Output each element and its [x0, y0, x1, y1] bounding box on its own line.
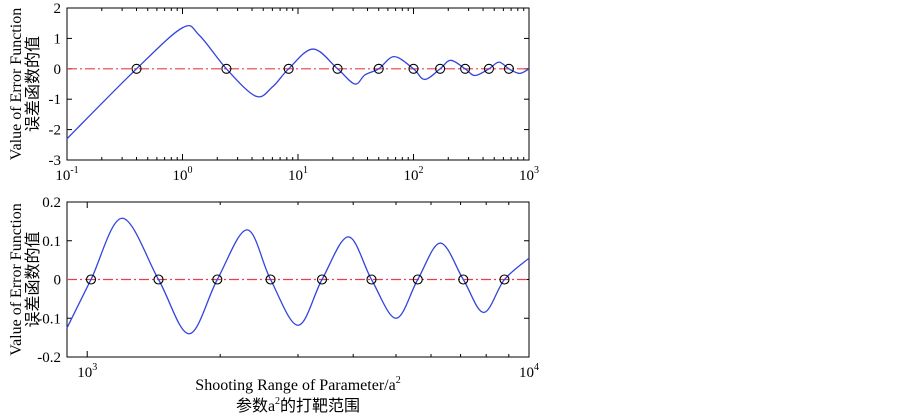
x-tick-exponent: 3: [92, 362, 97, 373]
plot-frame: [66, 7, 530, 161]
x-axis-title-sup: 2: [396, 375, 401, 386]
y-tick-label: 1: [54, 31, 62, 47]
zero-crossing-marker: [316, 274, 328, 285]
zero-crossing-marker: [373, 63, 384, 74]
y-tick-label: -0.1: [37, 311, 61, 327]
zero-crossing-marker: [499, 274, 510, 285]
y-axis-title-cn: 误差函数的值: [24, 231, 42, 327]
zero-crossing-marker: [483, 63, 494, 74]
y-tick-label: 0.2: [42, 195, 61, 211]
zero-crossing-marker: [131, 63, 142, 74]
zero-crossing-marker: [265, 274, 276, 285]
zero-crossing-marker: [503, 63, 514, 74]
x-axis-title-main: Shooting Range of Parameter/a: [195, 377, 395, 394]
zero-crossing-marker: [460, 63, 471, 74]
x-tick-base: 10: [77, 365, 92, 381]
zero-crossing-marker: [366, 274, 377, 285]
x-tick-base: 10: [288, 168, 303, 184]
x-tick-exponent: 2: [419, 165, 424, 176]
y-tick-label: -1: [49, 92, 62, 108]
x-axis-title-cn: 参数a2的打靶范围: [236, 396, 360, 415]
x-axis-title-cn-sup: 2: [275, 396, 280, 407]
zero-crossing-marker: [408, 63, 419, 74]
zero-crossing-marker: [212, 274, 223, 285]
y-tick-label: -3: [49, 153, 62, 169]
zero-crossing-marker: [332, 63, 343, 74]
x-tick-exponent: 0: [188, 165, 193, 176]
x-tick-label: 10-1: [55, 165, 78, 184]
x-tick-base: 10: [173, 168, 188, 184]
y-tick-label: -0.2: [37, 350, 61, 366]
error-function-line: [66, 24, 530, 140]
y-tick-label: 2: [54, 1, 62, 17]
x-axis-title-cn-pre: 参数a: [236, 397, 275, 415]
y-axis-title-cn: 误差函数的值: [24, 36, 42, 132]
error-function-line: [66, 217, 530, 335]
x-tick-base: 10: [55, 168, 70, 184]
y-tick-label: 0: [54, 273, 62, 289]
y-tick-label: 0.1: [42, 234, 61, 250]
x-tick-label: 104: [519, 362, 539, 381]
zero-crossing-marker: [458, 274, 469, 285]
y-tick-label: 0: [54, 62, 62, 78]
x-axis-title: Shooting Range of Parameter/a2: [195, 375, 400, 394]
x-tick-label: 101: [288, 165, 308, 184]
y-axis-title: Value of Error Function: [8, 203, 25, 355]
x-tick-base: 10: [404, 168, 419, 184]
x-tick-base: 10: [519, 168, 534, 184]
x-tick-label: 103: [519, 165, 539, 184]
x-tick-label: 103: [77, 362, 97, 381]
y-axis-title: Value of Error Function: [8, 8, 25, 160]
zero-crossing-marker: [85, 274, 97, 285]
x-tick-exponent: 1: [303, 165, 308, 176]
x-tick-exponent: 4: [534, 362, 539, 373]
zero-crossing-marker: [283, 63, 294, 74]
x-tick-base: 10: [519, 365, 534, 381]
x-tick-label: 100: [173, 165, 193, 184]
zero-crossing-marker: [435, 63, 446, 74]
zero-crossing-marker: [412, 274, 423, 285]
x-tick-exponent: -1: [70, 165, 78, 176]
x-axis-title-cn-post: 的打靶范围: [280, 397, 360, 415]
y-tick-label: -2: [49, 123, 62, 139]
x-tick-exponent: 3: [534, 165, 539, 176]
zero-crossing-marker: [221, 63, 232, 74]
zero-crossing-marker: [153, 274, 164, 285]
x-tick-label: 102: [404, 165, 424, 184]
